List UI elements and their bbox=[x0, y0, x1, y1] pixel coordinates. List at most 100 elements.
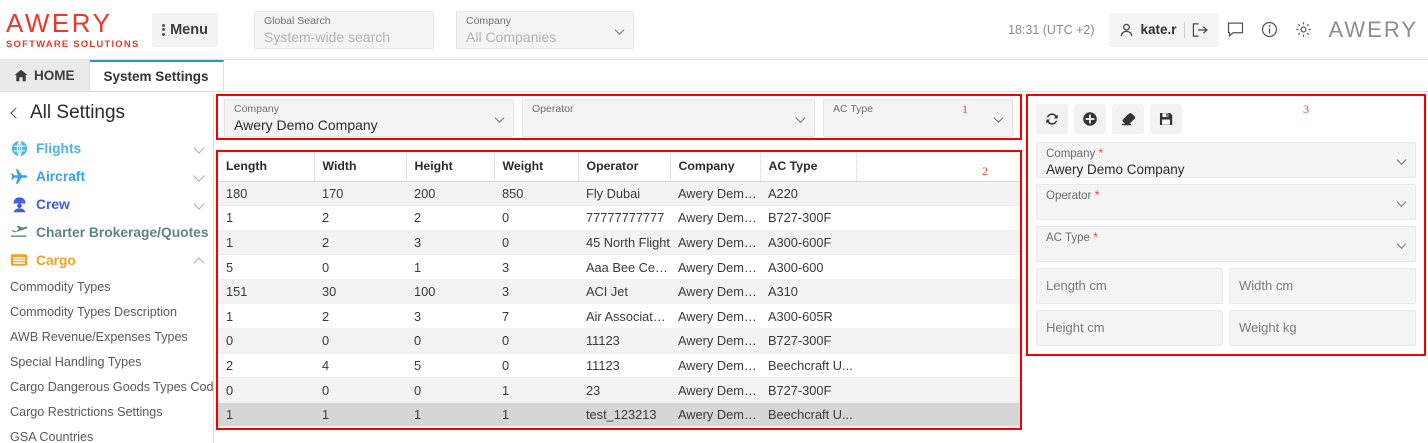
table-row[interactable]: 1 2 3 0 45 North Flight Awery Demo ... A300-60… bbox=[218, 230, 1020, 256]
column-header-height[interactable]: Height bbox=[406, 152, 495, 182]
cell-width: 30 bbox=[314, 279, 406, 305]
data-grid-header-row: Length Width Height Weight Operator Comp… bbox=[218, 152, 1020, 182]
cell-company: Awery Demo ... bbox=[670, 353, 760, 379]
sidebar-item-cargo[interactable]: Cargo bbox=[0, 246, 213, 274]
column-header-length[interactable]: Length bbox=[218, 152, 315, 182]
table-row[interactable]: 1 2 2 0 77777777777 Awery Demo ... B727-300F bbox=[218, 205, 1020, 231]
filter-actype-select[interactable]: AC Type bbox=[823, 99, 1013, 137]
sidebar-item-flights[interactable]: Flights bbox=[0, 134, 213, 162]
refresh-button[interactable] bbox=[1036, 104, 1068, 134]
sidebar-item-flights-label: Flights bbox=[36, 140, 82, 156]
column-header-width[interactable]: Width bbox=[314, 152, 407, 182]
cell-actype: A300-600F bbox=[760, 230, 856, 256]
cell-weight: 7 bbox=[494, 303, 578, 330]
detail-company-value: Awery Demo Company bbox=[1046, 162, 1185, 177]
detail-length-placeholder: Length cm bbox=[1046, 278, 1107, 293]
save-button[interactable] bbox=[1150, 104, 1182, 134]
annotation-box-filters bbox=[216, 94, 1022, 140]
sidebar-item-charter-brokerage-quotes[interactable]: Charter Brokerage/Quotes bbox=[0, 218, 213, 246]
cell-actype: B727-300F bbox=[760, 328, 856, 354]
table-row[interactable]: 1 1 1 1 test_123213 Awery Demo ... Beechcraft … bbox=[218, 402, 1020, 428]
detail-operator-label: Operator * bbox=[1046, 188, 1100, 202]
username-label: kate.r bbox=[1140, 22, 1177, 37]
settings-button[interactable] bbox=[1287, 13, 1321, 47]
table-row[interactable]: 1 2 3 7 Air Associate... Awery Demo ... A300-6… bbox=[218, 303, 1020, 330]
detail-weight-input[interactable]: Weight kg bbox=[1229, 310, 1416, 346]
cell-height: 3 bbox=[406, 230, 494, 256]
global-search-label: Global Search bbox=[264, 14, 331, 27]
cell-length: 1 bbox=[218, 303, 314, 330]
cell-spacer bbox=[856, 303, 1020, 330]
column-header-operator[interactable]: Operator bbox=[578, 152, 671, 182]
column-header-weight[interactable]: Weight bbox=[494, 152, 579, 182]
table-row[interactable]: 5 0 1 3 Aaa Bee Cee ... Awery Demo ... A300-60… bbox=[218, 254, 1020, 280]
cell-operator: 45 North Flight bbox=[578, 230, 670, 256]
add-icon bbox=[1083, 112, 1097, 126]
clear-button[interactable] bbox=[1112, 104, 1144, 134]
home-icon bbox=[14, 69, 28, 82]
detail-width-input[interactable]: Width cm bbox=[1229, 268, 1416, 304]
cell-spacer bbox=[856, 181, 1020, 207]
user-menu[interactable]: kate.r bbox=[1108, 12, 1219, 47]
cell-actype: B727-300F bbox=[760, 205, 856, 231]
global-search-input[interactable]: Global Search System-wide search bbox=[254, 10, 434, 49]
filter-operator-select[interactable]: Operator bbox=[522, 99, 815, 137]
chat-button[interactable] bbox=[1219, 13, 1253, 47]
filter-company-select[interactable]: Company Awery Demo Company bbox=[224, 99, 514, 137]
tab-home[interactable]: HOME bbox=[0, 60, 90, 91]
chevron-down-icon bbox=[194, 143, 205, 154]
cell-company: Awery Demo ... bbox=[670, 377, 760, 403]
sidebar-subitem-commodity-types-description[interactable]: Commodity Types Description bbox=[10, 304, 178, 319]
sidebar-item-crew[interactable]: Crew bbox=[0, 190, 213, 218]
cell-actype: B727-300F bbox=[760, 377, 856, 403]
cell-company: Awery Demo ... bbox=[670, 303, 760, 330]
detail-length-input[interactable]: Length cm bbox=[1036, 268, 1223, 304]
cell-spacer bbox=[856, 205, 1020, 231]
column-header-company[interactable]: Company bbox=[670, 152, 761, 182]
sidebar-item-aircraft[interactable]: Aircraft bbox=[0, 162, 213, 190]
cell-operator: 11123 bbox=[578, 353, 670, 379]
sidebar-subitem-commodity-types[interactable]: Commodity Types bbox=[10, 279, 111, 294]
cell-actype: A220 bbox=[760, 181, 856, 207]
cell-operator: Air Associate... bbox=[578, 303, 670, 330]
tab-system-settings[interactable]: System Settings bbox=[89, 60, 224, 91]
logout-icon[interactable] bbox=[1192, 22, 1209, 38]
detail-actype-select[interactable]: AC Type * bbox=[1036, 226, 1416, 262]
sidebar-subitem-special-handling-types[interactable]: Special Handling Types bbox=[10, 354, 142, 369]
header-company-label: Company bbox=[466, 14, 511, 27]
cell-operator: test_123213 bbox=[578, 402, 670, 428]
sidebar-subitem-cargo-dangerous-goods-types-codes[interactable]: Cargo Dangerous Goods Types Codes bbox=[10, 379, 214, 394]
add-button[interactable] bbox=[1074, 104, 1106, 134]
brand-tagline: SOFTWARE SOLUTIONS bbox=[6, 38, 140, 50]
table-row[interactable]: 2 4 5 0 11123 Awery Demo ... Beechcraft U... bbox=[218, 353, 1020, 379]
info-button[interactable] bbox=[1253, 13, 1287, 47]
header-right-cluster: 18:31 (UTC +2) kate.r bbox=[1008, 12, 1428, 47]
filter-actype-label: AC Type bbox=[833, 103, 874, 115]
annotation-marker-3: 3 bbox=[1303, 102, 1309, 116]
takeoff-icon bbox=[10, 223, 28, 241]
sidebar-subitem-awb-revenue-expenses-types[interactable]: AWB Revenue/Expenses Types bbox=[10, 329, 188, 344]
table-row[interactable]: 151 30 100 3 ACI Jet Awery Demo ... A310 bbox=[218, 279, 1020, 305]
menu-dots-icon bbox=[162, 23, 166, 36]
detail-height-input[interactable]: Height cm bbox=[1036, 310, 1223, 346]
table-row[interactable]: 0 0 0 0 11123 Awery Demo ... B727-300F bbox=[218, 328, 1020, 354]
table-row[interactable]: 180 170 200 850 Fly Dubai Awery Demo ... A220 bbox=[218, 181, 1020, 207]
detail-operator-select[interactable]: Operator * bbox=[1036, 184, 1416, 220]
divider bbox=[1183, 21, 1185, 38]
sidebar-subitem-gsa-countries[interactable]: GSA Countries bbox=[10, 429, 94, 443]
menu-button[interactable]: Menu bbox=[152, 12, 218, 47]
cell-height: 1 bbox=[406, 254, 494, 280]
cell-company: Awery Demo ... bbox=[670, 402, 760, 428]
header-company-select[interactable]: Company All Companies bbox=[456, 10, 634, 49]
sidebar-subitem-cargo-restrictions-settings[interactable]: Cargo Restrictions Settings bbox=[10, 404, 163, 419]
all-settings-back[interactable]: All Settings bbox=[0, 92, 213, 134]
table-row[interactable]: 0 0 0 1 23 Awery Demo ... B727-300F bbox=[218, 377, 1020, 403]
cell-weight: 0 bbox=[494, 205, 578, 231]
detail-panel-toolbar bbox=[1028, 96, 1424, 140]
detail-company-select[interactable]: Company * Awery Demo Company bbox=[1036, 142, 1416, 178]
cell-spacer bbox=[856, 353, 1020, 379]
cell-company: Awery Demo ... bbox=[670, 279, 760, 305]
gear-icon bbox=[1296, 22, 1311, 37]
column-header-actype[interactable]: AC Type bbox=[760, 152, 857, 182]
sidebar-item-crew-label: Crew bbox=[36, 196, 70, 212]
